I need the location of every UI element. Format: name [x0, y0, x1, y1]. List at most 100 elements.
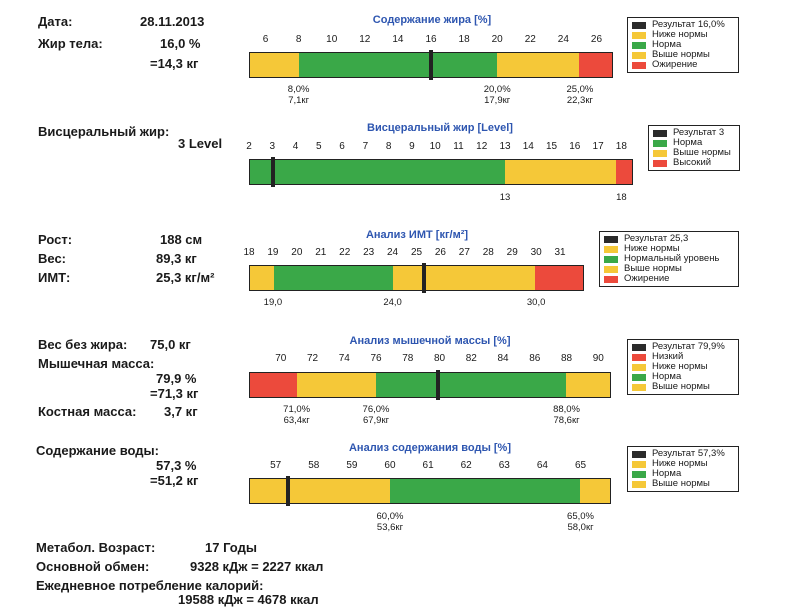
range-segment: [250, 160, 505, 184]
water-kg: =51,2 кг: [150, 473, 199, 488]
legend-swatch: [653, 159, 667, 167]
legend-swatch: [604, 245, 618, 253]
threshold-label: 65,0% 58,0кг: [567, 511, 594, 533]
tick-label: 15: [545, 141, 558, 152]
range-segment: [390, 479, 580, 503]
tick-label: 17: [592, 141, 604, 152]
legend-item: Ниже нормы: [632, 30, 734, 40]
tick-label: 62: [460, 460, 472, 471]
tick-label: 27: [458, 247, 470, 258]
legend-swatch: [632, 41, 646, 49]
legend-label: Выше нормы: [652, 381, 710, 392]
bmi-chart-thresholds: 19,0 24,0 30,0: [0, 297, 800, 321]
visceral-chart-ticks: 2 3 4 5 6 7 8 9 10 11 12 13 14 15 16 17 18: [0, 141, 800, 165]
legend-item: Ниже нормы: [604, 244, 734, 254]
date-value: 28.11.2013: [140, 14, 205, 29]
tick-label: 23: [363, 247, 375, 258]
tick-label: 78: [402, 353, 414, 364]
tick-label: 24: [387, 247, 399, 258]
tick-label: 2: [246, 141, 252, 152]
threshold-label: 76,0% 67,9кг: [362, 404, 390, 426]
legend-label: Ожирение: [624, 273, 670, 284]
bmi-value: 25,3 кг/м²: [156, 270, 215, 285]
bmr-value: 9328 кДж = 2227 ккал: [190, 559, 324, 574]
legend-item: Низкий: [632, 352, 734, 362]
legend-label: Выше нормы: [624, 263, 682, 274]
range-segment: [565, 373, 610, 397]
legend-label: Высокий: [673, 157, 712, 168]
legend-item: Результат 3: [653, 128, 735, 138]
legend-label: Выше нормы: [673, 147, 731, 158]
metabolic-age-label: Метабол. Возраст:: [36, 540, 156, 555]
tick-label: 30: [530, 247, 542, 258]
legend-label: Нормальный уровень: [624, 253, 720, 264]
visceral-chart-title: Висцеральный жир [Level]: [367, 122, 513, 134]
legend-swatch: [604, 255, 618, 263]
legend-label: Ниже нормы: [652, 361, 708, 372]
body-fat-label: Жир тела:: [38, 36, 103, 51]
fat-legend: Результат 16,0% Ниже нормы Норма Выше нормы…: [627, 17, 739, 73]
range-segment: [250, 53, 300, 77]
legend-swatch: [632, 460, 646, 468]
range-segment: [392, 266, 536, 290]
legend-label: Норма: [652, 371, 682, 382]
tick-label: 7: [362, 141, 369, 152]
tick-label: 59: [346, 460, 358, 471]
legend-swatch: [653, 139, 667, 147]
legend-swatch: [632, 21, 646, 29]
tick-label: 80: [433, 353, 446, 364]
tick-label: 26: [434, 247, 446, 258]
legend-item: Результат 16,0%: [632, 20, 734, 30]
legend-item: Ниже нормы: [632, 362, 734, 372]
fat-chart-bar: [249, 50, 613, 80]
result-marker: [271, 157, 276, 187]
legend-swatch: [653, 129, 667, 137]
legend-item: Ожирение: [632, 60, 734, 70]
legend-item: Выше нормы: [653, 148, 735, 158]
threshold-label: 8,0% 7,1кг: [287, 84, 310, 106]
tick-label: 19: [267, 247, 279, 258]
bmi-chart-bar: [249, 263, 584, 293]
result-marker: [285, 476, 290, 506]
legend-item: Выше нормы: [632, 382, 734, 392]
tick-label: 8: [385, 141, 392, 152]
legend-label: Результат 57,3%: [652, 448, 725, 459]
tick-label: 14: [522, 141, 534, 152]
muscle-mass-percent: 79,9 %: [156, 371, 197, 386]
tick-label: 13: [499, 141, 511, 152]
range-segment: [297, 373, 377, 397]
tick-label: 58: [308, 460, 320, 471]
visceral-legend: Результат 3 Норма Выше нормы Высокий: [648, 125, 740, 171]
tick-label: 74: [338, 353, 350, 364]
tick-label: 5: [316, 141, 322, 152]
bone-mass-label: Костная масса:: [38, 404, 137, 419]
height-value: 188 см: [160, 232, 203, 247]
tick-label: 18: [243, 247, 255, 258]
legend-label: Выше нормы: [652, 478, 710, 489]
tick-label: 65: [574, 460, 587, 471]
result-marker: [421, 263, 426, 293]
threshold-label: 20,0% 17,9кг: [483, 84, 511, 106]
tick-label: 63: [498, 460, 510, 471]
threshold-label: 19,0: [263, 297, 283, 308]
legend-label: Выше нормы: [652, 49, 710, 60]
tick-label: 14: [392, 34, 404, 45]
date-label: Дата:: [38, 14, 73, 29]
tick-label: 21: [315, 247, 327, 258]
legend-swatch: [632, 470, 646, 478]
legend-swatch: [653, 149, 667, 157]
tick-label: 12: [359, 34, 371, 45]
legend-label: Ожирение: [652, 59, 698, 70]
tick-label: 24: [557, 34, 569, 45]
range-segment: [535, 266, 583, 290]
tick-label: 6: [262, 34, 269, 45]
muscle-chart-thresholds: 71,0% 63,4кг 76,0% 67,9кг 88,0% 78,6кг: [0, 404, 800, 428]
legend-swatch: [632, 450, 646, 458]
legend-item: Ожирение: [604, 274, 734, 284]
tick-label: 22: [339, 247, 351, 258]
daily-intake-label: Ежедневное потребление калорий:: [36, 578, 264, 593]
legend-item: Норма: [632, 40, 734, 50]
threshold-label: 88,0% 78,6кг: [553, 404, 580, 426]
visceral-chart-thresholds: 13 18: [0, 192, 800, 216]
tick-label: 3: [269, 141, 276, 152]
